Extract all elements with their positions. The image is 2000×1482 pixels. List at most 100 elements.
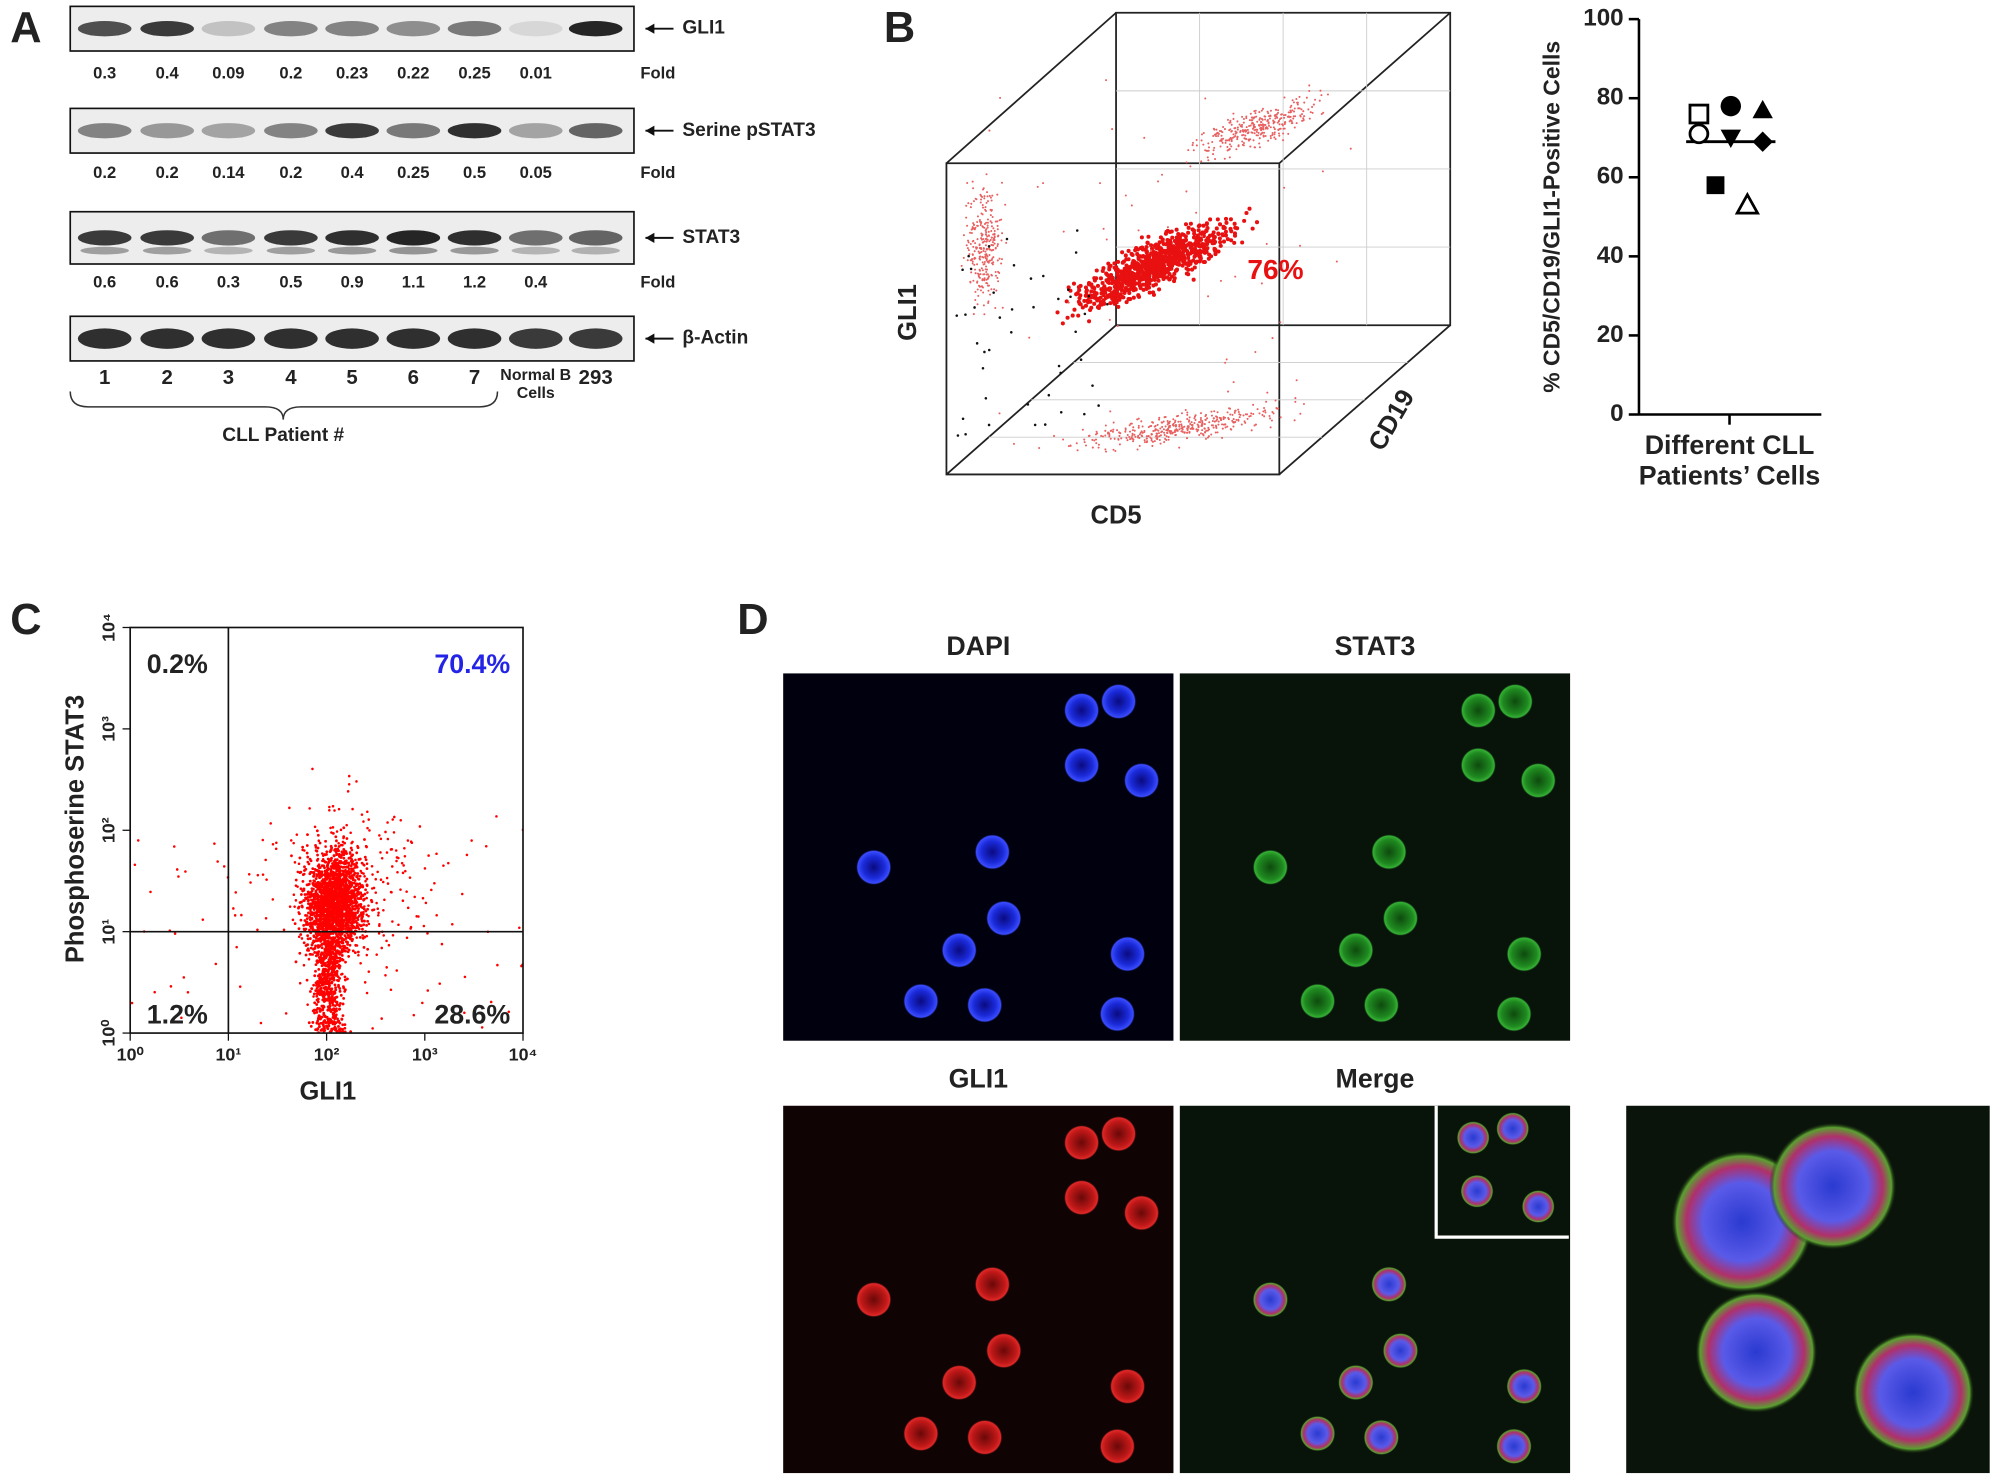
event-dot <box>1238 123 1241 126</box>
event-dot <box>480 1026 484 1029</box>
event-dot <box>406 839 410 842</box>
event-dot <box>339 993 343 997</box>
event-dot <box>1210 410 1213 413</box>
event-dot <box>331 904 335 908</box>
event-dot <box>336 939 340 943</box>
event-dot <box>1111 300 1117 305</box>
event-dot <box>1267 124 1271 127</box>
event-dot <box>1277 119 1280 122</box>
event-dot <box>1303 115 1306 118</box>
event-dot <box>977 294 980 297</box>
event-dot <box>324 860 328 864</box>
fold-value: 0.6 <box>156 273 179 292</box>
event-dot <box>305 851 309 855</box>
event-dot <box>985 259 988 262</box>
event-dot <box>309 870 313 874</box>
event-dot <box>1129 282 1134 287</box>
event-dot <box>1255 115 1258 118</box>
event-dot <box>372 886 376 890</box>
event-dot <box>1201 235 1204 238</box>
event-dot <box>362 897 366 901</box>
event-dot <box>362 919 366 923</box>
event-dot <box>1203 431 1207 434</box>
event-dot <box>1213 410 1216 413</box>
event-dot <box>308 879 312 883</box>
event-dot <box>322 923 326 926</box>
event-dot <box>1229 121 1232 124</box>
event-dot <box>982 206 985 209</box>
event-dot <box>1221 427 1224 430</box>
blot-band <box>325 21 379 37</box>
event-dot <box>331 999 335 1003</box>
event-dot <box>409 925 413 929</box>
event-dot <box>1220 419 1223 422</box>
event-dot <box>336 910 340 914</box>
blot-band <box>508 328 563 349</box>
event-dot <box>1153 425 1156 428</box>
event-dot <box>1199 432 1203 435</box>
event-dot <box>349 909 353 913</box>
event-dot <box>1211 140 1214 144</box>
event-dot <box>315 829 319 833</box>
event-dot <box>1192 249 1197 254</box>
event-dot <box>301 845 305 849</box>
event-dot <box>463 975 467 979</box>
event-dot <box>1067 445 1070 448</box>
event-dot <box>987 234 991 237</box>
axis-label: CD5 <box>1091 501 1142 529</box>
event-dot <box>332 960 336 963</box>
event-dot <box>314 889 318 893</box>
bracket <box>69 391 499 420</box>
event-dot <box>233 914 237 917</box>
event-dot <box>342 856 346 860</box>
event-dot <box>261 838 265 842</box>
event-dot <box>1079 358 1083 361</box>
event-dot <box>404 869 407 873</box>
event-dot <box>312 908 316 911</box>
event-dot <box>331 804 335 808</box>
event-dot <box>336 848 340 851</box>
event-dot <box>996 276 999 279</box>
event-dot <box>340 850 344 854</box>
event-dot <box>315 986 319 990</box>
event-dot <box>1147 426 1150 429</box>
event-dot <box>1167 265 1172 270</box>
fold-value: 0.2 <box>93 163 116 182</box>
event-dot <box>1271 411 1274 414</box>
event-dot <box>1269 137 1272 140</box>
fold-value: 0.9 <box>341 273 364 292</box>
event-dot <box>1091 384 1094 387</box>
event-dot <box>1100 280 1105 286</box>
event-dot <box>1116 304 1121 309</box>
event-dot <box>1253 132 1256 135</box>
event-dot <box>337 907 340 911</box>
event-dot <box>1252 139 1255 142</box>
event-dot <box>264 858 267 862</box>
event-dot <box>302 899 306 902</box>
event-dot <box>1241 115 1244 118</box>
event-dot <box>1130 252 1135 258</box>
event-dot <box>1277 132 1281 135</box>
event-dot <box>303 893 307 896</box>
group-label: CLL Patient # <box>222 425 344 446</box>
event-dot <box>1215 128 1218 131</box>
blot-band <box>327 246 377 255</box>
event-dot <box>299 933 303 936</box>
event-dot <box>979 255 982 258</box>
event-dot <box>421 896 425 900</box>
event-dot <box>426 989 430 992</box>
event-dot <box>344 873 348 877</box>
event-dot <box>1109 410 1112 413</box>
event-dot <box>312 874 316 878</box>
event-dot <box>1145 240 1150 245</box>
event-dot <box>330 892 334 896</box>
event-dot <box>989 220 992 223</box>
event-dot <box>1239 413 1242 416</box>
event-dot <box>403 854 407 858</box>
event-dot <box>315 873 319 876</box>
event-dot <box>983 222 986 226</box>
event-dot <box>1174 227 1179 232</box>
event-dot <box>321 888 324 892</box>
event-dot <box>985 173 988 176</box>
event-dot <box>1181 247 1186 252</box>
